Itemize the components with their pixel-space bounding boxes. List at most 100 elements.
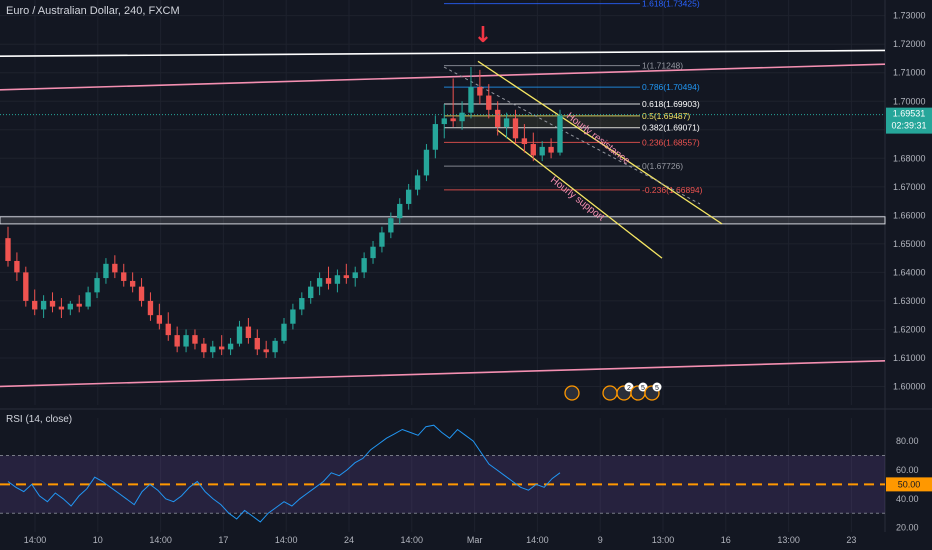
rsi-line <box>7 424 561 523</box>
countdown-label: 02:39:31 <box>891 121 926 131</box>
candle-body <box>165 323 171 336</box>
candle-body <box>325 278 332 284</box>
candle-body <box>503 118 510 127</box>
y-tick-label: 1.73000 <box>893 11 926 21</box>
x-tick-label: 14:00 <box>401 535 424 545</box>
candle-body <box>557 115 563 153</box>
arrow-down-icon: ↓ <box>474 23 492 48</box>
y-tick-label: 1.66000 <box>893 210 926 220</box>
x-tick-label: 13:00 <box>652 535 675 545</box>
candle-body <box>32 300 38 310</box>
y-tick-label: 1.62000 <box>893 324 926 334</box>
fib-level-label: 1.618(1.73425) <box>642 0 700 9</box>
rsi-title: RSI (14, close) <box>6 414 73 425</box>
event-count-bubble <box>624 382 634 392</box>
candle-body <box>67 303 73 310</box>
candle-body <box>316 278 323 287</box>
x-tick-label: 9 <box>598 535 603 545</box>
y-tick-label: 1.61000 <box>893 353 926 363</box>
candle-body <box>512 118 519 139</box>
rsi-tick-label: 20.00 <box>896 523 919 533</box>
candle-body <box>521 138 528 145</box>
x-tick-label: Mar <box>467 535 483 545</box>
candle-body <box>397 203 403 219</box>
candle-body <box>147 300 154 316</box>
last-price-tag <box>886 107 932 134</box>
fibonacci-retracement: 1.618(1.73425) 1(1.71248) 0.786(1.70494) 0.… <box>444 0 703 195</box>
rsi-value-tag <box>886 477 932 492</box>
event-count-label: 2 <box>627 385 631 392</box>
candle-body <box>388 218 394 233</box>
y-tick-label: 1.67000 <box>893 182 926 192</box>
candle-body <box>281 323 287 341</box>
candle-body <box>272 340 278 353</box>
candle-body <box>441 118 447 125</box>
candle-body <box>548 146 554 153</box>
candle-body <box>254 337 260 350</box>
x-tick-label: 10 <box>93 535 103 545</box>
fib-level-label: 0.5(1.69487) <box>642 111 690 121</box>
candle-body <box>76 303 82 307</box>
candle-body <box>405 189 412 204</box>
rsi-tick-label: 60.00 <box>896 465 919 475</box>
channel-line <box>0 49 886 57</box>
event-badge-icon <box>602 385 618 401</box>
candle-body <box>486 95 492 110</box>
event-count-label: 5 <box>641 385 645 392</box>
trendlines <box>0 49 886 388</box>
candle-body <box>245 326 252 338</box>
candle-body <box>219 346 225 350</box>
candle-body <box>103 263 109 279</box>
candle-body <box>343 275 349 279</box>
event-count-bubble <box>638 382 648 392</box>
candle-body <box>138 286 145 301</box>
candle-body <box>94 278 100 293</box>
candle-body <box>414 175 421 190</box>
candle-body <box>352 272 358 279</box>
event-count-bubble <box>652 382 662 392</box>
y-tick-label: 1.70000 <box>893 96 926 106</box>
candle-body <box>5 238 11 261</box>
candle-body <box>85 292 91 307</box>
candle-body <box>468 86 474 113</box>
candle-body <box>379 232 385 247</box>
candle-body <box>539 146 545 156</box>
candle-body <box>129 280 136 287</box>
x-tick-label: 14:00 <box>149 535 172 545</box>
x-tick-label: 14:00 <box>526 535 549 545</box>
candle-body <box>450 118 456 122</box>
x-tick-label: 14:00 <box>275 535 298 545</box>
candle-body <box>290 309 296 324</box>
fib-level-label: -0.236(1.66894) <box>642 185 703 195</box>
support-zone-box <box>0 216 886 225</box>
candle-body <box>23 272 29 301</box>
y-tick-label: 1.71000 <box>893 68 926 78</box>
fib-level-label: 0.382(1.69071) <box>642 123 700 133</box>
x-tick-label: 14:00 <box>24 535 47 545</box>
rsi-tick-label: 80.00 <box>896 436 919 446</box>
candle-body <box>530 144 536 156</box>
support-zone <box>0 216 886 225</box>
candle-body <box>361 258 367 273</box>
fib-fill <box>456 115 640 128</box>
fib-level-label: 0.786(1.70494) <box>642 82 700 92</box>
candle-body <box>370 246 376 259</box>
x-tick-label: 23 <box>846 535 856 545</box>
resistance-line <box>477 60 723 225</box>
x-tick-label: 13:00 <box>777 535 800 545</box>
candle-body <box>49 300 56 307</box>
candle-body <box>227 343 234 350</box>
candle-body <box>432 124 439 150</box>
candle-body <box>201 343 207 353</box>
fib-trend-line <box>443 66 701 205</box>
candle-body <box>423 149 430 176</box>
candle-body <box>477 86 483 96</box>
fib-level-label: 0.236(1.68557) <box>642 137 700 147</box>
candle-body <box>14 260 20 273</box>
symbol-title: Euro / Australian Dollar, 240, FXCM <box>6 5 180 17</box>
y-tick-label: 1.65000 <box>893 239 926 249</box>
candle-body <box>334 275 341 284</box>
fib-level-label: 0(1.67726) <box>642 161 683 171</box>
